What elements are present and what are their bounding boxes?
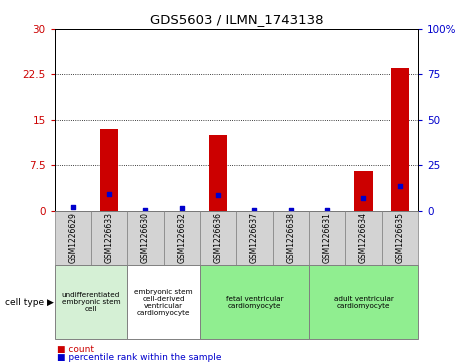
- Point: [178, 205, 186, 211]
- Text: GSM1226630: GSM1226630: [141, 212, 150, 263]
- Text: cell type ▶: cell type ▶: [5, 298, 54, 307]
- Bar: [209, 135, 227, 211]
- Point: [360, 195, 367, 201]
- Text: GSM1226635: GSM1226635: [395, 212, 404, 263]
- Point: [142, 207, 149, 212]
- Point: [69, 204, 76, 210]
- Point: [396, 183, 404, 189]
- Text: GSM1226629: GSM1226629: [68, 212, 77, 263]
- Text: undifferentiated
embryonic stem
cell: undifferentiated embryonic stem cell: [62, 292, 120, 312]
- Text: fetal ventricular
cardiomyocyte: fetal ventricular cardiomyocyte: [226, 296, 283, 309]
- Text: GSM1226631: GSM1226631: [323, 212, 332, 263]
- Bar: [100, 129, 118, 211]
- Text: GSM1226633: GSM1226633: [104, 212, 114, 263]
- Text: GSM1226636: GSM1226636: [214, 212, 223, 263]
- Point: [251, 207, 258, 212]
- Point: [105, 191, 113, 197]
- Text: embryonic stem
cell-derived
ventricular
cardiomyocyte: embryonic stem cell-derived ventricular …: [134, 289, 193, 316]
- Bar: [354, 171, 372, 211]
- Point: [323, 207, 331, 212]
- Title: GDS5603 / ILMN_1743138: GDS5603 / ILMN_1743138: [150, 13, 323, 26]
- Text: adult ventricular
cardiomyocyte: adult ventricular cardiomyocyte: [333, 296, 393, 309]
- Point: [287, 207, 294, 212]
- Text: GSM1226638: GSM1226638: [286, 212, 295, 263]
- Bar: [391, 68, 409, 211]
- Text: GSM1226637: GSM1226637: [250, 212, 259, 263]
- Text: GSM1226632: GSM1226632: [177, 212, 186, 263]
- Point: [214, 192, 222, 198]
- Text: ■ count: ■ count: [57, 345, 94, 354]
- Text: GSM1226634: GSM1226634: [359, 212, 368, 263]
- Text: ■ percentile rank within the sample: ■ percentile rank within the sample: [57, 353, 221, 362]
